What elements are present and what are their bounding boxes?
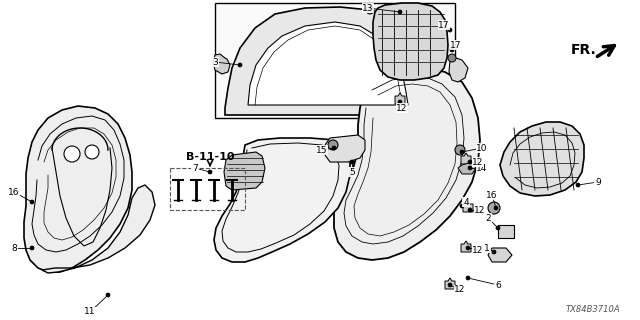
Polygon shape [373,3,448,80]
Text: 5: 5 [349,167,355,177]
Circle shape [238,63,242,67]
Circle shape [328,140,338,150]
Circle shape [30,200,34,204]
Circle shape [366,6,374,14]
Circle shape [466,276,470,280]
Circle shape [468,166,472,170]
Circle shape [468,208,472,212]
Circle shape [450,48,454,52]
Circle shape [460,150,464,154]
Text: 14: 14 [476,164,488,172]
Circle shape [85,145,99,159]
Circle shape [460,204,464,208]
Circle shape [30,246,34,250]
Polygon shape [213,54,230,74]
Polygon shape [225,7,452,115]
Polygon shape [42,185,155,273]
Polygon shape [461,153,471,164]
Circle shape [468,160,472,164]
Polygon shape [325,135,365,162]
Circle shape [64,146,80,162]
Circle shape [496,226,500,230]
Polygon shape [498,225,514,238]
Polygon shape [224,152,265,190]
Circle shape [576,183,580,187]
Text: 13: 13 [362,4,374,12]
Text: 17: 17 [451,41,461,50]
Text: 3: 3 [212,58,218,67]
Polygon shape [461,241,471,252]
Bar [170,168,245,210]
Text: 10: 10 [476,143,488,153]
Polygon shape [463,201,473,212]
Circle shape [494,206,498,210]
Text: 11: 11 [84,308,96,316]
Circle shape [106,293,110,297]
Circle shape [492,250,496,254]
Text: 17: 17 [438,20,450,29]
Text: 15: 15 [316,146,328,155]
Text: TX84B3710A: TX84B3710A [565,305,620,314]
Text: 6: 6 [495,281,501,290]
Text: 16: 16 [486,190,498,199]
Circle shape [466,246,470,250]
Polygon shape [248,22,408,105]
Polygon shape [395,93,405,104]
Polygon shape [449,58,468,82]
Text: 1: 1 [484,244,490,252]
Polygon shape [445,278,455,289]
Circle shape [488,202,500,214]
Text: 7: 7 [192,164,198,172]
Text: 12: 12 [472,157,484,166]
Circle shape [448,54,456,62]
Text: 12: 12 [396,103,408,113]
Polygon shape [334,68,480,260]
Circle shape [332,146,336,150]
Circle shape [350,160,354,164]
Text: 16: 16 [8,188,20,196]
Text: 12: 12 [472,245,484,254]
Text: B-11-10: B-11-10 [186,152,234,162]
Polygon shape [24,106,132,272]
Circle shape [455,145,465,155]
Circle shape [398,100,402,104]
Polygon shape [214,138,350,262]
Circle shape [398,10,402,14]
Circle shape [448,28,452,32]
Text: 4: 4 [463,197,469,206]
Text: 12: 12 [454,285,466,294]
Polygon shape [500,122,584,196]
Text: 12: 12 [474,205,486,214]
Circle shape [208,170,212,174]
Bar [215,3,455,118]
Polygon shape [458,162,476,174]
Text: 8: 8 [11,244,17,252]
Polygon shape [488,248,512,262]
Text: FR.: FR. [570,43,596,57]
Circle shape [448,283,452,287]
Text: 9: 9 [595,178,601,187]
Text: 2: 2 [485,213,491,222]
